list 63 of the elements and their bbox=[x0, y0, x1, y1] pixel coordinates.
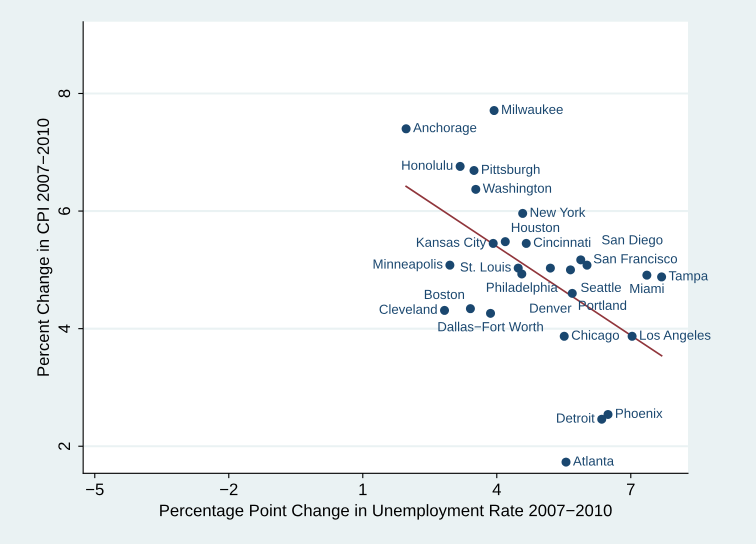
annotation: Chicago bbox=[572, 330, 620, 342]
point bbox=[440, 306, 450, 315]
annotation: Atlanta bbox=[572, 456, 614, 466]
annotation: Minneapolis bbox=[374, 259, 442, 272]
point bbox=[566, 265, 575, 274]
annotation: Seattle bbox=[581, 282, 621, 292]
point bbox=[604, 410, 613, 419]
x-tick-label: −2 bbox=[220, 483, 238, 496]
point bbox=[562, 458, 571, 467]
annotation: Anchorage bbox=[413, 122, 476, 135]
x-tick-label: −5 bbox=[86, 484, 104, 496]
point bbox=[582, 260, 592, 270]
y-tick-label: 6 bbox=[58, 207, 70, 215]
point bbox=[642, 270, 652, 280]
annotation: Pittsburgh bbox=[482, 164, 540, 177]
annotation: Dallas−Fort Worth bbox=[438, 322, 543, 332]
point bbox=[402, 124, 411, 134]
annotation: Phoenix bbox=[616, 408, 662, 418]
annotation: Los Angeles bbox=[640, 330, 710, 342]
point bbox=[456, 162, 465, 171]
y-tick-label: 2 bbox=[58, 442, 70, 450]
y-tick-label: 8 bbox=[58, 90, 70, 98]
x-tick-label: 4 bbox=[492, 484, 501, 496]
point bbox=[568, 288, 577, 298]
annotation: Miami bbox=[630, 283, 664, 294]
point bbox=[500, 237, 510, 246]
annotation: Kansas City bbox=[416, 237, 486, 250]
point bbox=[597, 414, 606, 424]
y-tick-label: 4 bbox=[58, 324, 70, 333]
point bbox=[518, 208, 528, 218]
point bbox=[445, 260, 454, 270]
annotation: Cincinnati bbox=[534, 237, 590, 247]
annotation: Milwaukee bbox=[502, 104, 563, 114]
annotation: Detroit bbox=[557, 413, 595, 423]
annotation: San Francisco bbox=[594, 254, 678, 264]
annotation: St. Louis bbox=[460, 262, 511, 272]
annotation: Tampa bbox=[668, 271, 708, 284]
x-tick-label: 7 bbox=[627, 484, 635, 496]
point bbox=[486, 308, 496, 318]
point bbox=[490, 106, 499, 116]
annotation: Honolulu bbox=[402, 160, 452, 170]
annotation: Denver bbox=[530, 304, 572, 313]
point bbox=[522, 238, 531, 248]
x-tick-label: 1 bbox=[359, 484, 367, 496]
annotation: Philadelphia bbox=[486, 282, 558, 295]
point bbox=[576, 255, 586, 264]
point bbox=[657, 272, 666, 282]
point bbox=[470, 166, 478, 176]
point bbox=[466, 304, 475, 314]
annotation: Boston bbox=[424, 290, 464, 300]
point bbox=[488, 238, 498, 248]
y-axis-title: Percent Change in CPI 2007−2010 bbox=[36, 118, 52, 376]
annotation: Cleveland bbox=[380, 304, 437, 314]
x-axis-title: Percentage Point Change in Unemployment Rate 2007−2010 bbox=[160, 504, 612, 520]
annotation: San Diego bbox=[602, 234, 663, 248]
annotation: Washington bbox=[482, 183, 552, 196]
point bbox=[471, 184, 480, 194]
annotation: Houston bbox=[512, 222, 560, 232]
point bbox=[546, 264, 555, 273]
point bbox=[628, 332, 637, 341]
annotation: New York bbox=[530, 207, 586, 217]
point bbox=[560, 332, 569, 341]
point bbox=[517, 269, 526, 278]
